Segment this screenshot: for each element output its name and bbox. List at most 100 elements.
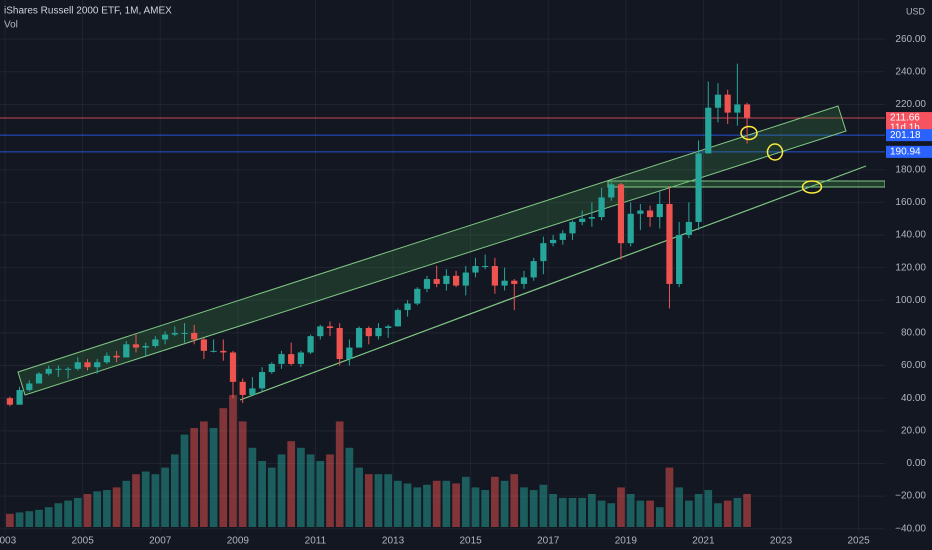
volume-bar	[432, 480, 441, 527]
candle-body	[268, 363, 275, 373]
volume-bar	[723, 500, 732, 527]
volume-bar	[141, 471, 150, 527]
candle-body	[355, 328, 363, 348]
candle-body	[676, 234, 683, 284]
candle-body	[200, 339, 207, 351]
candle-body	[103, 355, 110, 363]
volume-bar	[704, 490, 713, 527]
candle-body	[404, 303, 411, 311]
price-tag	[886, 129, 932, 142]
price-tag-label: 201.18	[890, 130, 921, 141]
candle-body	[394, 310, 401, 327]
volume-bar	[403, 483, 412, 527]
candle-body	[385, 326, 392, 329]
candle-body	[229, 352, 237, 382]
volume-bar	[646, 500, 654, 527]
y-tick-label: 0.00	[907, 458, 927, 469]
y-tick-label: 160.00	[895, 197, 926, 208]
x-tick-label: 2005	[72, 536, 95, 547]
y-tick-label: 260.00	[895, 34, 926, 45]
volume-bar	[287, 441, 296, 527]
candle-body	[84, 362, 91, 368]
volume-bar	[44, 507, 53, 527]
volume-bar	[355, 467, 363, 527]
volume-bar	[345, 447, 354, 527]
candle-body	[35, 373, 43, 384]
candle-body	[501, 280, 508, 286]
volume-bar	[64, 500, 72, 527]
volume-bar	[558, 497, 567, 527]
volume-bar	[733, 497, 742, 527]
y-tick-label: 80.00	[901, 328, 926, 339]
candle-body	[152, 339, 159, 346]
volume-bar	[520, 487, 528, 527]
volume-bar	[413, 487, 422, 527]
candle-body	[666, 203, 673, 284]
volume-bar	[675, 487, 684, 527]
candle-body	[685, 221, 692, 235]
volume-bar	[248, 447, 257, 527]
candle-body	[113, 355, 120, 358]
candle-body	[472, 266, 479, 273]
price-axis	[885, 0, 932, 550]
y-tick-label: 120.00	[895, 262, 926, 273]
volume-bar	[694, 494, 703, 527]
volume-bar	[578, 497, 587, 527]
candle-body	[336, 328, 343, 360]
x-tick-label: 2017	[537, 536, 560, 547]
candle-body	[724, 94, 731, 113]
candle-body	[646, 210, 654, 218]
candle-body	[220, 350, 227, 353]
candle-body	[142, 345, 149, 348]
volume-bar	[190, 428, 199, 527]
y-tick-label: 20.00	[901, 425, 926, 436]
candle-body	[74, 362, 81, 369]
candle-body	[123, 344, 130, 358]
volume-bar	[568, 497, 577, 527]
y-tick-label: 100.00	[895, 295, 926, 306]
volume-bar	[132, 474, 140, 527]
candle-body	[326, 326, 334, 329]
candle-body	[249, 388, 256, 395]
volume-bar	[374, 474, 383, 527]
candle-body	[433, 279, 440, 284]
volume-bar	[471, 487, 480, 527]
candle-body	[94, 362, 101, 368]
volume-bar	[510, 474, 519, 527]
x-tick-label: 2003	[0, 536, 17, 547]
y-tick-label: −20.00	[895, 491, 926, 502]
highlight-circle	[740, 125, 758, 141]
candle-body	[307, 336, 314, 353]
volume-bar	[297, 447, 305, 527]
volume-bar	[209, 428, 218, 527]
candle-body	[423, 279, 431, 289]
price-tag-label: 190.94	[890, 147, 921, 158]
volume-bar	[626, 494, 635, 527]
drawings	[17, 105, 886, 401]
candle-body	[210, 350, 217, 352]
x-tick-label: 2007	[149, 536, 172, 547]
price-tag	[886, 145, 932, 158]
price-tag	[886, 112, 932, 135]
channel	[17, 105, 847, 396]
candle-body	[511, 280, 518, 284]
candle-body	[55, 368, 62, 370]
candle-body	[443, 275, 450, 284]
candle-body	[491, 266, 498, 286]
x-tick-label: 2011	[305, 536, 327, 547]
volume-bar	[180, 434, 189, 527]
volume-bar	[665, 467, 674, 527]
y-tick-label: 60.00	[901, 360, 926, 371]
volume-bar	[122, 480, 131, 527]
candle-body	[278, 354, 285, 364]
volume-bar	[636, 500, 645, 527]
candle-body	[365, 328, 372, 337]
volume-bar	[200, 421, 208, 527]
volume-bar	[277, 454, 286, 527]
candle-body	[16, 390, 23, 405]
volume-bar	[83, 494, 92, 527]
volume-bar	[258, 461, 266, 527]
candle-body	[258, 372, 266, 389]
volume-bar	[316, 461, 325, 527]
